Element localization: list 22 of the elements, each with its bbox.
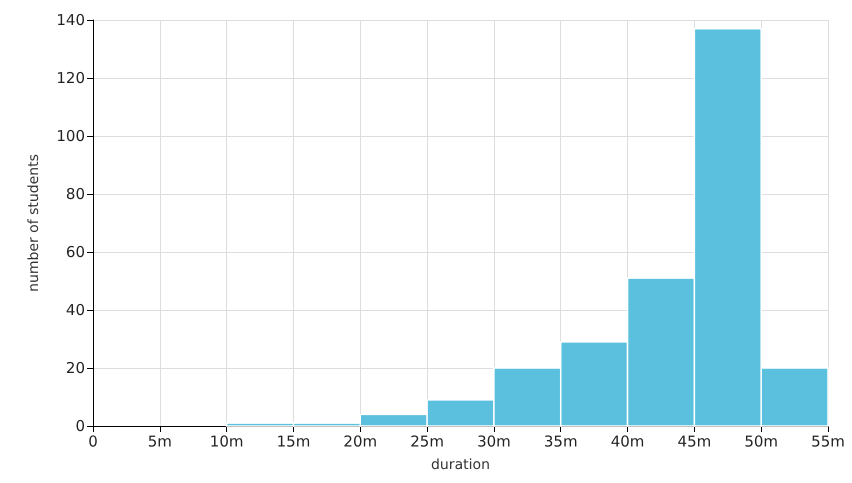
x-tick-label: 35m [544,432,578,450]
y-tick-label: 60 [66,243,85,261]
x-tick-label: 20m [343,432,378,450]
y-tick-label: 40 [66,301,85,319]
x-tick-label: 55m [811,432,845,450]
x-tick-label: 15m [276,432,310,450]
x-tick-label: 0 [88,432,98,450]
y-tick-label: 80 [66,185,85,203]
x-tick-label: 30m [477,432,511,450]
y-tick-label: 0 [75,417,85,435]
y-tick-label: 100 [56,127,85,145]
x-tick-label: 5m [148,432,172,450]
x-tick-label: 45m [678,432,712,450]
x-axis-title: duration [431,457,490,473]
y-tick-label: 140 [56,11,85,29]
x-tick-label: 25m [410,432,444,450]
y-axis-title: number of students [26,154,42,292]
x-tick-label: 50m [744,432,778,450]
x-tick-label: 10m [210,432,244,450]
y-tick-label: 20 [66,359,85,377]
x-tick-label: 40m [610,432,644,450]
y-tick-label: 120 [56,69,85,87]
